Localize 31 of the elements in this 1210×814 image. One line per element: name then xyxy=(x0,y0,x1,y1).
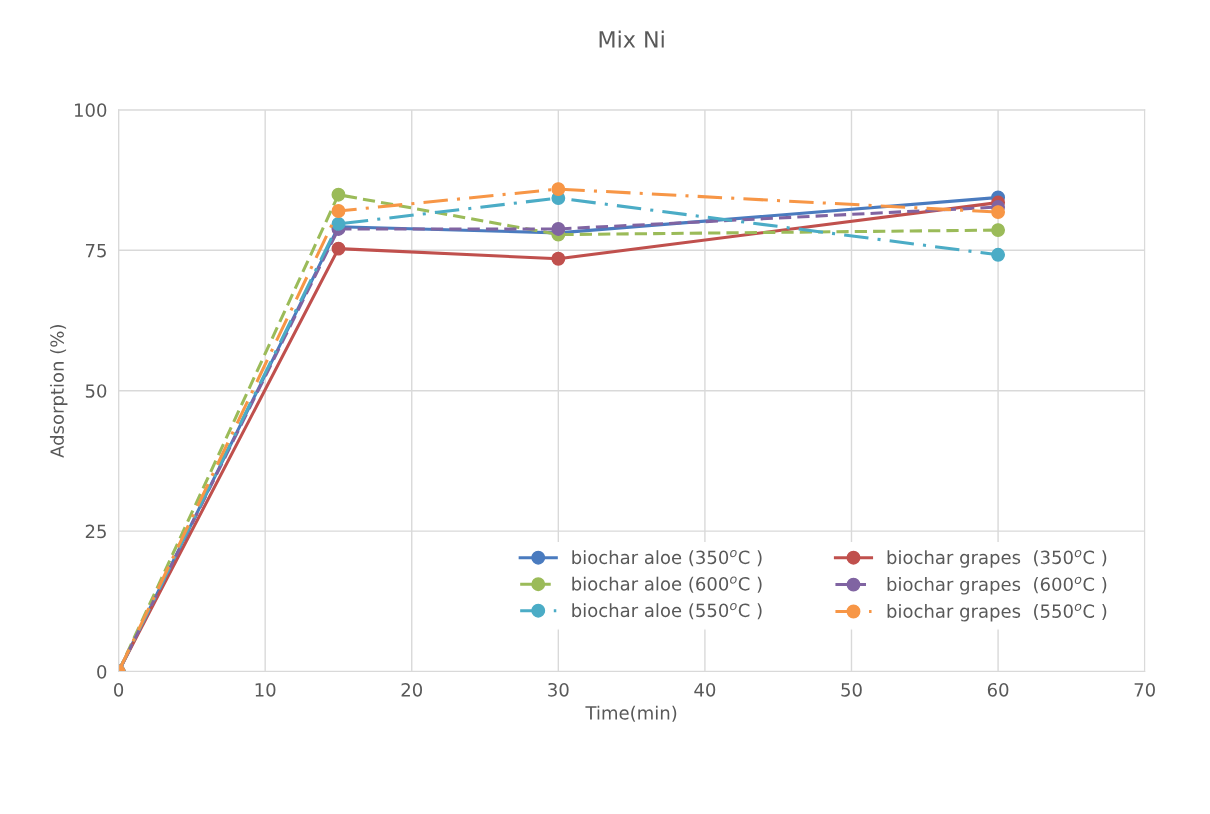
x-axis-title: Time(min) xyxy=(585,705,677,722)
y-tick-label: 50 xyxy=(85,384,107,398)
legend-label: biochar aloe (550$^{o}$C ) xyxy=(572,602,762,620)
y-tick-label: 75 xyxy=(85,244,106,258)
point xyxy=(331,187,346,202)
legend-label: biochar grapes (600$^{o}$C ) xyxy=(887,576,1107,595)
point xyxy=(331,204,346,218)
point xyxy=(551,251,566,266)
point xyxy=(991,205,1006,220)
x-tick-label: 0 xyxy=(114,682,124,697)
legend-label: biochar aloe (350$^{o}$C ) xyxy=(572,549,762,567)
x-tick-label: 20 xyxy=(401,682,423,697)
x-tick-label: 50 xyxy=(841,682,862,697)
x-tick-label: 30 xyxy=(548,682,569,697)
point xyxy=(991,247,1006,262)
x-tick-label: 10 xyxy=(255,682,276,697)
y-tick-label: 0 xyxy=(97,665,107,679)
point xyxy=(991,223,1006,238)
x-tick-label: 40 xyxy=(694,682,716,697)
point xyxy=(551,182,566,197)
x-tick-label: 70 xyxy=(1134,682,1155,697)
y-tick-label: 100 xyxy=(74,103,107,118)
x-tick-label: 60 xyxy=(987,682,1009,697)
legend-label: biochar grapes (550$^{o}$C ) xyxy=(887,603,1107,622)
point xyxy=(551,222,566,236)
point xyxy=(331,241,346,256)
legend-label: biochar grapes (350$^{o}$C ) xyxy=(887,549,1107,568)
y-tick-label: 25 xyxy=(85,524,106,539)
y-axis-title: Adsorption (%) xyxy=(49,325,68,458)
chart-title: Mix Ni xyxy=(599,30,664,48)
legend-label: biochar aloe (600$^{o}$C ) xyxy=(572,576,762,593)
